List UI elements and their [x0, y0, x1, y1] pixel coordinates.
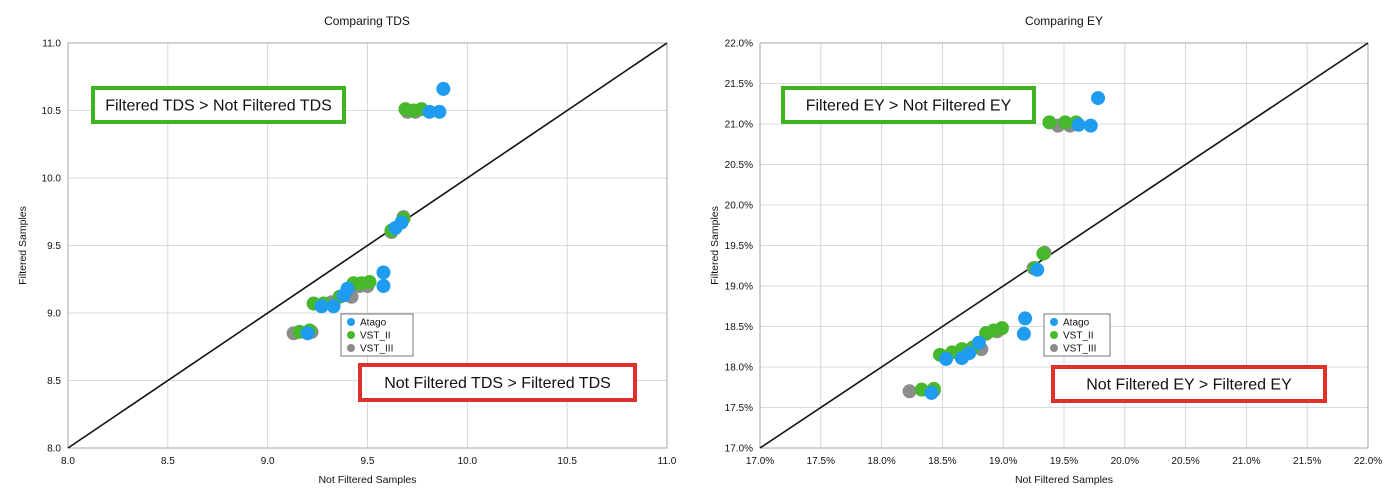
y-tick-label: 19.5%	[725, 241, 753, 252]
data-point	[1091, 91, 1106, 106]
tds-chart: Comparing TDS 8.0 8.5 9.0 9.5 10.0 10.5 11.0 8.0…	[17, 14, 677, 486]
data-point	[924, 385, 939, 400]
x-tick-label: 11.0	[658, 456, 677, 467]
x-tick-label: 9.0	[261, 456, 275, 467]
callout-text: Not Filtered EY > Filtered EY	[1086, 377, 1292, 394]
y-tick-label: 17.0%	[725, 444, 753, 455]
data-point	[436, 81, 451, 96]
callout-box	[781, 86, 1036, 124]
data-point	[326, 299, 341, 314]
y-tick-label: 20.5%	[725, 160, 753, 171]
y-tick-label: 19.0%	[725, 282, 753, 293]
legend-marker	[1050, 344, 1058, 352]
data-point	[376, 279, 391, 293]
data-point	[314, 299, 329, 314]
legend-marker	[1050, 318, 1058, 326]
x-tick-label: 17.0%	[746, 456, 774, 467]
y-tick-label: 18.5%	[725, 322, 753, 333]
callout-box	[1051, 365, 1327, 403]
data-point	[422, 104, 437, 119]
y-tick-label: 10.5	[42, 106, 62, 117]
x-tick-label: 20.5%	[1171, 456, 1199, 467]
callout-box	[358, 363, 637, 402]
y-tick-label: 20.0%	[725, 201, 753, 212]
chart-title: Comparing EY	[1025, 14, 1103, 28]
data-point	[1030, 262, 1045, 277]
data-point	[1058, 115, 1073, 130]
data-point	[336, 288, 351, 303]
legend-label: VST_III	[1063, 344, 1096, 355]
data-point	[432, 104, 447, 119]
legend-marker	[347, 318, 355, 326]
series-atago	[924, 91, 1106, 400]
x-tick-label: 19.0%	[989, 456, 1017, 467]
x-tick-label: 21.5%	[1293, 456, 1321, 467]
legend: Atago VST_II VST_III	[340, 313, 414, 357]
x-axis-label: Not Filtered Samples	[318, 474, 416, 486]
y-tick-label: 17.5%	[725, 403, 753, 414]
x-tick-label: 22.0%	[1354, 456, 1382, 467]
plot-frame	[67, 42, 668, 449]
legend-label: VST_II	[1063, 331, 1094, 342]
legend-label: Atago	[1063, 318, 1090, 329]
identity-line	[759, 42, 1369, 449]
x-tick-label: 10.5	[557, 456, 577, 467]
x-tick-label: 19.5%	[1050, 456, 1078, 467]
y-tick-label: 11.0	[42, 39, 61, 50]
plot-frame	[759, 42, 1369, 449]
data-point	[979, 325, 994, 340]
x-tick-label: 9.5	[361, 456, 375, 467]
data-point	[1016, 326, 1031, 341]
data-point	[1042, 115, 1057, 130]
y-tick-label: 21.5%	[725, 79, 753, 90]
data-point	[376, 265, 391, 280]
y-tick-label: 8.0	[47, 444, 61, 455]
y-tick-label: 9.0	[47, 309, 61, 320]
chart-title: Comparing TDS	[324, 14, 410, 28]
y-tick-label: 21.0%	[725, 120, 753, 131]
legend-label: Atago	[360, 318, 387, 329]
x-tick-label: 21.0%	[1232, 456, 1260, 467]
data-point	[394, 215, 409, 230]
callout-text: Not Filtered TDS > Filtered TDS	[384, 375, 611, 392]
y-tick-label: 18.0%	[725, 363, 753, 374]
y-axis-label: Filtered Samples	[17, 206, 29, 285]
x-tick-label: 8.0	[61, 456, 75, 467]
data-point	[954, 351, 969, 366]
x-tick-label: 10.0	[458, 456, 478, 467]
ey-chart: Comparing EY 17.0% 17.5% 18.0% 18.5% 19.0% 19.…	[709, 14, 1382, 486]
identity-line	[67, 42, 668, 449]
callout-text: Filtered TDS > Not Filtered TDS	[105, 98, 332, 115]
legend-marker	[347, 331, 355, 339]
x-tick-label: 18.5%	[928, 456, 956, 467]
x-axis-label: Not Filtered Samples	[1015, 474, 1113, 486]
data-point	[1071, 117, 1086, 132]
y-tick-label: 22.0%	[725, 39, 753, 50]
data-point	[902, 384, 917, 399]
data-point	[939, 351, 954, 366]
x-tick-label: 8.5	[161, 456, 175, 467]
legend-label: VST_II	[360, 331, 391, 342]
x-tick-label: 18.0%	[867, 456, 895, 467]
legend-marker	[1050, 331, 1058, 339]
legend: Atago VST_II VST_III	[1043, 313, 1111, 357]
y-axis-label: Filtered Samples	[709, 206, 721, 285]
data-point	[971, 335, 986, 350]
x-tick-label: 20.0%	[1111, 456, 1139, 467]
legend-label: VST_III	[360, 344, 393, 355]
data-point	[1018, 311, 1033, 326]
data-point	[300, 326, 315, 341]
legend-marker	[347, 344, 355, 352]
series-atago	[300, 81, 451, 341]
y-tick-label: 8.5	[47, 376, 61, 387]
callout-text: Filtered EY > Not Filtered EY	[806, 98, 1012, 115]
data-point	[1036, 246, 1051, 261]
data-point	[1083, 118, 1098, 133]
y-tick-label: 10.0	[42, 174, 62, 185]
callout-box	[91, 86, 346, 124]
x-tick-label: 17.5%	[807, 456, 835, 467]
y-tick-label: 9.5	[47, 241, 61, 252]
